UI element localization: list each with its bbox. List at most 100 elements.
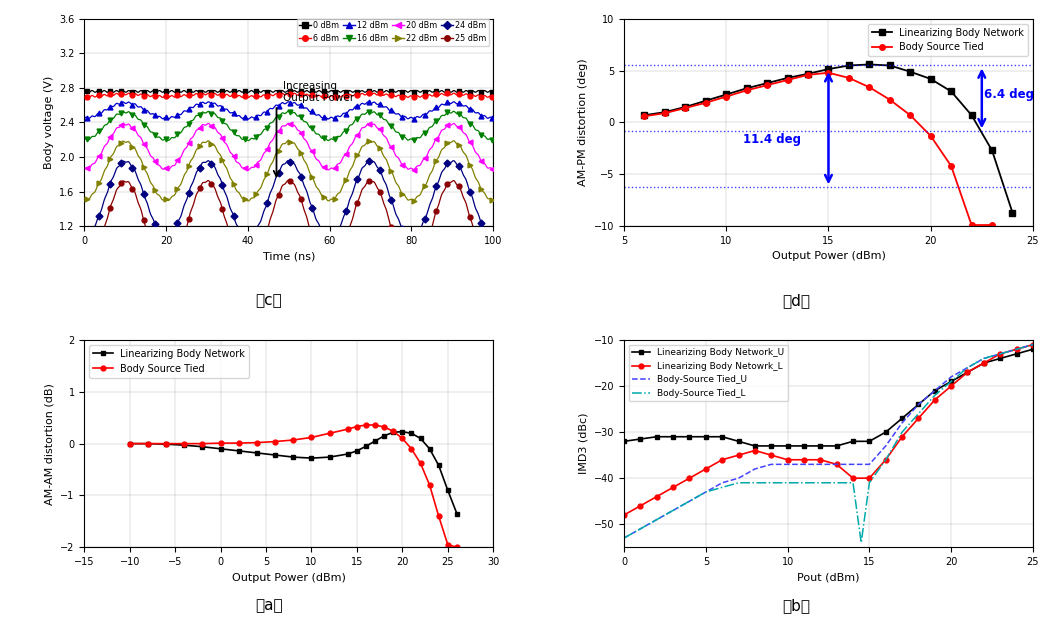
Linearizing Body Network (214, 445, 227, 453)
Line: Linearizing Body Network: Linearizing Body Network (128, 429, 460, 516)
Linearizing Body Network_U (618, 438, 630, 445)
Body Source Tied (740, 87, 753, 94)
Body-Source Tied_U (716, 479, 728, 487)
Body-Source Tied_L (1027, 341, 1039, 348)
Linearizing Body Network_U (863, 438, 876, 445)
Body Source Tied (985, 221, 998, 229)
Linearizing Body Network_U (831, 442, 843, 450)
Text: 6.4 deg: 6.4 deg (983, 87, 1034, 101)
Linearizing Body Network (306, 454, 318, 462)
Body-Source Tied_L (977, 355, 990, 362)
Body-Source Tied_L (781, 479, 794, 487)
Y-axis label: AM-AM distortion (dB): AM-AM distortion (dB) (44, 382, 55, 504)
Linearizing Body Network_U (1010, 350, 1022, 358)
Linearizing Body Netowrk_L (929, 396, 941, 404)
Body-Source Tied_L (716, 484, 728, 491)
Body Source Tied (233, 439, 246, 447)
Linearizing Body Netowrk_L (994, 350, 1007, 358)
Body Source Tied (141, 440, 154, 447)
Y-axis label: AM-PM distortion (deg): AM-PM distortion (deg) (579, 58, 588, 186)
Linearizing Body Network (178, 442, 191, 449)
Linearizing Body Network_U (700, 433, 713, 440)
Linearizing Body Netowrk_L (912, 415, 924, 422)
Linearizing Body Network_U (846, 438, 859, 445)
Body Source Tied (351, 423, 364, 430)
Body-Source Tied_U (879, 442, 892, 450)
Linearizing Body Netowrk_L (700, 465, 713, 473)
Linearizing Body Network (761, 79, 774, 87)
Body Source Tied (924, 132, 937, 140)
Body-Source Tied_L (944, 377, 957, 385)
Linearizing Body Netowrk_L (1010, 345, 1022, 353)
Text: （c）: （c） (255, 293, 282, 308)
Linearizing Body Netowrk_L (683, 474, 696, 482)
Body-Source Tied_U (733, 474, 745, 482)
Linearizing Body Network_U (961, 369, 974, 376)
Linearizing Body Network (720, 91, 733, 98)
Linearizing Body Network_U (912, 401, 924, 408)
Body-Source Tied_U (831, 460, 843, 468)
Body Source Tied (414, 460, 427, 467)
Body-Source Tied_L (1010, 345, 1022, 353)
X-axis label: Output Power (dBm): Output Power (dBm) (772, 252, 885, 261)
Linearizing Body Network_U (944, 377, 957, 385)
Body-Source Tied_U (667, 506, 680, 514)
Linearizing Body Network (287, 454, 299, 461)
Text: （a）: （a） (255, 598, 282, 613)
Linearizing Body Network (432, 462, 445, 469)
Body-Source Tied_L (879, 456, 892, 464)
Linearizing Body Network (904, 68, 917, 75)
Body Source Tied (965, 221, 978, 229)
Body-Source Tied_U (912, 401, 924, 408)
Linearizing Body Netowrk_L (814, 456, 826, 464)
Body-Source Tied_L (912, 410, 924, 418)
Text: 11.4 deg: 11.4 deg (743, 133, 801, 146)
Body Source Tied (432, 513, 445, 520)
Body-Source Tied_L (765, 479, 778, 487)
X-axis label: Pout (dBm): Pout (dBm) (797, 572, 860, 582)
Linearizing Body Network_U (1027, 345, 1039, 353)
Body Source Tied (369, 421, 382, 429)
Linearizing Body Network_U (977, 359, 990, 367)
Body-Source Tied_U (781, 460, 794, 468)
Linearizing Body Network_U (650, 433, 663, 440)
Linearizing Body Netowrk_L (781, 456, 794, 464)
Linearizing Body Network (351, 447, 364, 455)
Body-Source Tied_L (798, 479, 811, 487)
Linearizing Body Netowrk_L (733, 452, 745, 459)
Linearizing Body Netowrk_L (798, 456, 811, 464)
Linearizing Body Network_U (929, 387, 941, 394)
Linearizing Body Network_U (896, 415, 909, 422)
Linearizing Body Network_U (683, 433, 696, 440)
Line: Body Source Tied: Body Source Tied (128, 423, 460, 550)
Body Source Tied (359, 421, 372, 429)
Body-Source Tied_L (618, 534, 630, 542)
Linearizing Body Network_U (667, 433, 680, 440)
Linearizing Body Netowrk_L (618, 511, 630, 519)
Linearizing Body Network_U (994, 355, 1007, 362)
Linearizing Body Network (638, 111, 650, 119)
Linearizing Body Network (1007, 209, 1019, 216)
Body-Source Tied_L (683, 498, 696, 505)
Linearizing Body Network (442, 486, 454, 494)
Linearizing Body Netowrk_L (1027, 341, 1039, 348)
Body-Source Tied_L (863, 479, 876, 487)
Body-Source Tied_L (855, 539, 867, 547)
Body-Source Tied_L (961, 364, 974, 372)
Body-Source Tied_U (846, 460, 859, 468)
Body Source Tied (842, 74, 855, 82)
Linearizing Body Netowrk_L (977, 359, 990, 367)
Body Source Tied (761, 81, 774, 89)
Body-Source Tied_U (896, 419, 909, 426)
Body-Source Tied_L (748, 479, 761, 487)
Text: （d）: （d） (782, 293, 809, 308)
Linearizing Body Network (863, 60, 876, 68)
Body-Source Tied_L (700, 488, 713, 496)
Body Source Tied (450, 543, 463, 551)
Linearizing Body Network (679, 103, 691, 111)
Body Source Tied (442, 541, 454, 548)
Line: Linearizing Body Network_U: Linearizing Body Network_U (622, 347, 1035, 448)
Body-Source Tied_U (814, 460, 826, 468)
Body-Source Tied_U (944, 373, 957, 381)
Body-Source Tied_U (748, 465, 761, 473)
